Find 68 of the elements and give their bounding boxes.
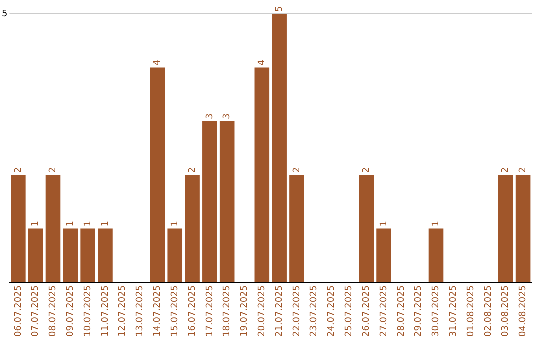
- data-label: 2: [362, 167, 372, 174]
- x-tick-label: 11.07.2025: [100, 285, 111, 337]
- x-tick-label: 29.07.2025: [414, 285, 424, 337]
- data-label: 1: [66, 221, 76, 227]
- data-label: 3: [205, 114, 216, 120]
- bar: [150, 68, 166, 282]
- x-tick-label: 14.07.2025: [153, 285, 164, 337]
- data-label: 2: [292, 167, 302, 174]
- data-label: 2: [501, 167, 512, 174]
- bar: [80, 228, 96, 282]
- data-label: 1: [100, 221, 111, 227]
- bar: [11, 175, 26, 282]
- data-label: 4: [258, 60, 268, 66]
- data-label: 1: [379, 221, 390, 227]
- x-tick-label: 08.07.2025: [48, 285, 59, 337]
- data-label: 1: [432, 221, 442, 227]
- x-tick-label: 22.07.2025: [292, 285, 302, 337]
- bar: [202, 121, 218, 282]
- bar: [46, 175, 61, 282]
- x-tick-label: 01.08.2025: [466, 285, 476, 337]
- x-tick-label: 10.07.2025: [83, 285, 94, 337]
- data-label: 3: [222, 114, 233, 120]
- bar: [220, 121, 235, 282]
- data-label: 2: [518, 167, 529, 174]
- data-label: 2: [14, 167, 24, 174]
- data-label: 2: [48, 167, 59, 174]
- x-tick-label: 27.07.2025: [379, 285, 390, 337]
- x-tick-label: 20.07.2025: [258, 285, 268, 337]
- bar: [98, 228, 113, 282]
- x-tick-label: 13.07.2025: [136, 285, 146, 337]
- x-tick-label: 21.07.2025: [274, 285, 285, 337]
- x-tick-label: 02.08.2025: [484, 285, 494, 337]
- bar: [516, 175, 531, 282]
- x-tick-label: 24.07.2025: [327, 285, 338, 337]
- bar: [290, 175, 304, 282]
- x-tick-label: 07.07.2025: [31, 285, 42, 337]
- bar: [185, 175, 200, 282]
- data-label: 1: [31, 221, 42, 227]
- bar: [168, 228, 183, 282]
- bar: [254, 68, 270, 282]
- x-tick-label: 28.07.2025: [396, 285, 407, 337]
- bar: [63, 228, 78, 282]
- bar: [272, 14, 287, 282]
- bar: [428, 228, 444, 282]
- x-tick-label: 30.07.2025: [432, 285, 442, 337]
- x-tick-label: 12.07.2025: [118, 285, 128, 337]
- data-label: 4: [153, 60, 164, 66]
- bar: [359, 175, 374, 282]
- data-label: 1: [170, 221, 180, 227]
- x-tick-label: 23.07.2025: [310, 285, 320, 337]
- x-tick-label: 31.07.2025: [449, 285, 460, 337]
- x-tick-label: 06.07.2025: [14, 285, 24, 337]
- data-label: 1: [83, 221, 94, 227]
- bar: [376, 228, 392, 282]
- x-tick-label: 17.07.2025: [205, 285, 216, 337]
- x-tick-label: 25.07.2025: [344, 285, 355, 337]
- x-tick-label: 03.08.2025: [501, 285, 512, 337]
- x-tick-label: 04.08.2025: [518, 285, 529, 337]
- data-label: 2: [188, 167, 198, 174]
- x-tick-label: 09.07.2025: [66, 285, 76, 337]
- x-tick-label: 18.07.2025: [222, 285, 233, 337]
- x-tick-label: 15.07.2025: [170, 285, 180, 337]
- bar: [28, 228, 44, 282]
- bar: [498, 175, 514, 282]
- x-tick-label: 16.07.2025: [188, 285, 198, 337]
- data-label: 5: [274, 6, 285, 12]
- x-tick-label: 26.07.2025: [362, 285, 372, 337]
- x-tick-label: 19.07.2025: [240, 285, 250, 337]
